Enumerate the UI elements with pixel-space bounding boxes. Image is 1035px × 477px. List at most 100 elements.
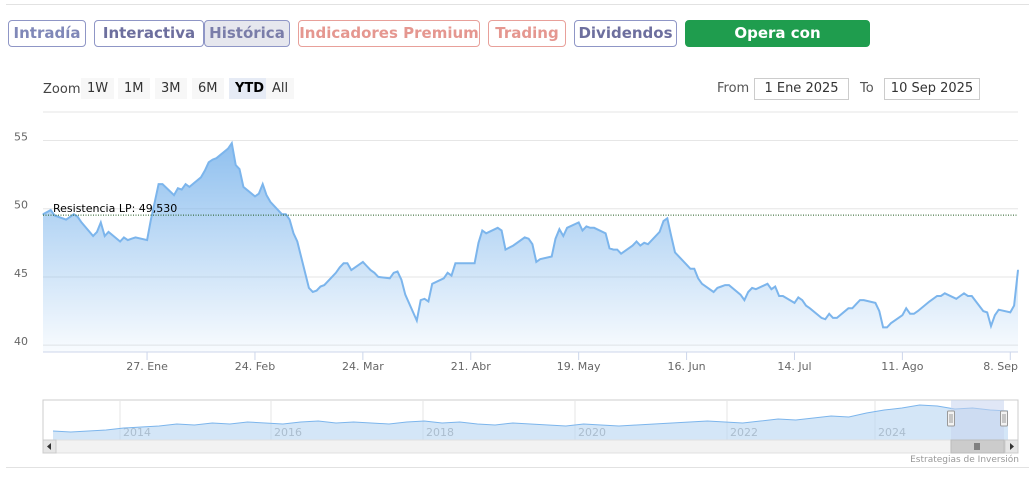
price-point <box>724 284 726 286</box>
price-point <box>578 221 580 223</box>
price-point <box>986 311 988 313</box>
price-point <box>666 217 668 219</box>
y-tick-label: 45 <box>14 267 28 280</box>
price-point <box>281 213 283 215</box>
price-point <box>416 320 418 322</box>
price-point <box>558 228 561 230</box>
price-point <box>766 283 769 285</box>
price-point <box>150 219 152 221</box>
navigator-handle[interactable] <box>947 410 955 427</box>
x-tick-label: 24. Feb <box>235 360 275 373</box>
price-point <box>366 265 368 267</box>
from-date-input[interactable]: 1 Ene 2025 <box>754 78 849 100</box>
price-point <box>847 307 850 309</box>
tab-indicadores-premium[interactable]: Indicadores Premium <box>298 20 480 47</box>
price-point <box>65 219 67 221</box>
price-point <box>535 261 537 263</box>
x-tick-label: 24. Mar <box>342 360 384 373</box>
tab-trading[interactable]: Trading <box>488 20 566 47</box>
price-point <box>955 298 957 300</box>
price-point <box>782 295 784 297</box>
price-point <box>882 326 884 328</box>
navigator-line <box>52 404 1009 433</box>
tab-interactiva[interactable]: Interactiva <box>94 20 204 47</box>
to-date-input[interactable]: 10 Sep 2025 <box>884 78 980 100</box>
price-point <box>346 262 348 264</box>
scroll-left-arrow-icon <box>47 443 51 450</box>
price-point <box>990 325 992 327</box>
x-tick-label: 16. Jun <box>667 360 705 373</box>
navigator-scrollbar-track[interactable] <box>42 439 1019 454</box>
price-point <box>801 299 803 301</box>
price-point <box>716 287 719 289</box>
price-point <box>69 216 71 218</box>
price-point <box>612 249 615 251</box>
price-point <box>215 157 217 159</box>
price-point <box>447 272 449 274</box>
x-tick-label: 14. Jul <box>777 360 811 373</box>
price-point <box>605 232 607 234</box>
price-point <box>886 326 888 328</box>
zoom-1m-button[interactable]: 1M <box>118 78 150 99</box>
from-label: From <box>717 81 750 96</box>
price-point <box>836 317 838 319</box>
tab-dividendos[interactable]: Dividendos <box>574 20 677 47</box>
price-point <box>497 227 499 229</box>
price-point <box>855 303 857 305</box>
price-point <box>50 209 52 211</box>
price-point <box>477 242 480 244</box>
price-point <box>639 245 641 247</box>
price-point <box>589 227 591 229</box>
navigator-selection[interactable] <box>951 400 1004 440</box>
price-point <box>936 295 938 297</box>
x-tick-label: 11. Ago <box>881 360 923 373</box>
price-point <box>832 317 834 319</box>
price-point <box>343 262 345 264</box>
price-point <box>131 238 133 240</box>
price-point <box>793 302 796 304</box>
price-point <box>481 229 483 232</box>
price-point <box>289 219 291 221</box>
chart-credit: Estrategias de Inversión <box>910 455 1019 465</box>
price-point <box>362 261 364 263</box>
top-divider <box>6 4 1029 5</box>
price-point <box>119 240 121 243</box>
price-point <box>370 269 372 271</box>
price-point <box>632 245 634 247</box>
price-point <box>238 168 241 170</box>
price-area-fill <box>43 143 1018 352</box>
price-point <box>581 229 584 232</box>
price-point <box>551 255 553 258</box>
price-point <box>316 290 318 292</box>
zoom-all-button[interactable]: All <box>266 78 295 99</box>
price-point <box>647 243 649 245</box>
price-point <box>890 322 892 324</box>
tab-historica[interactable]: Histórica <box>204 20 290 47</box>
navigator-handle[interactable] <box>1000 410 1008 427</box>
price-point <box>420 299 422 301</box>
price-point <box>154 201 156 203</box>
x-tick-label: 27. Ene <box>126 360 168 373</box>
price-point <box>96 231 98 233</box>
price-point <box>851 307 853 309</box>
price-point <box>292 232 295 234</box>
price-point <box>269 201 271 203</box>
price-point <box>254 195 256 197</box>
freedom24-cta-button[interactable]: Opera con Freedom24 <box>685 20 870 67</box>
price-point <box>878 310 880 312</box>
price-point <box>1013 305 1015 307</box>
navigator-area <box>53 405 1008 440</box>
zoom-ytd-button[interactable]: YTD <box>229 78 271 99</box>
price-point <box>454 262 456 264</box>
price-point <box>689 268 692 270</box>
price-point <box>944 292 946 294</box>
zoom-3m-button[interactable]: 3M <box>155 78 187 99</box>
price-point <box>701 283 703 285</box>
price-point <box>828 313 830 315</box>
price-point <box>181 189 183 191</box>
zoom-6m-button[interactable]: 6M <box>192 78 224 99</box>
price-point <box>185 183 187 185</box>
tab-intradia[interactable]: Intradía <box>8 20 86 47</box>
zoom-1w-button[interactable]: 1W <box>81 78 115 99</box>
